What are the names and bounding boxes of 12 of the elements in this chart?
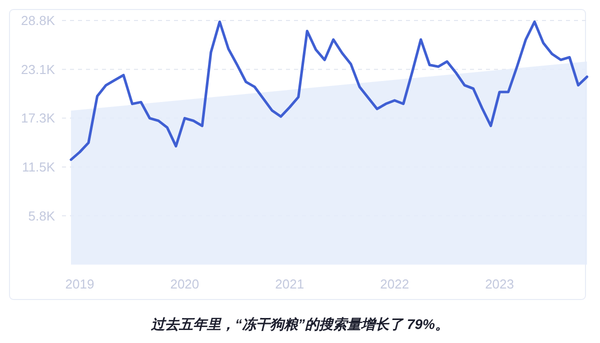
- line-series: [70, 20, 588, 161]
- y-tick-label: 23.1K: [21, 62, 56, 77]
- y-tick-label: 17.3K: [21, 110, 56, 126]
- y-tick-label: 28.8K: [21, 13, 56, 28]
- x-tick-label: 2023: [485, 276, 514, 292]
- y-tick-label: 11.5K: [22, 159, 56, 174]
- y-tick-label: 5.8K: [28, 208, 56, 224]
- x-tick-label: 2022: [380, 276, 410, 292]
- x-tick-label: 2019: [65, 276, 94, 292]
- x-tick-label: 2020: [170, 276, 200, 292]
- x-tick-label: 2021: [275, 276, 304, 292]
- text: 过去五年里，“冻干狗粮”的搜索量增长了 79%。: [150, 316, 449, 332]
